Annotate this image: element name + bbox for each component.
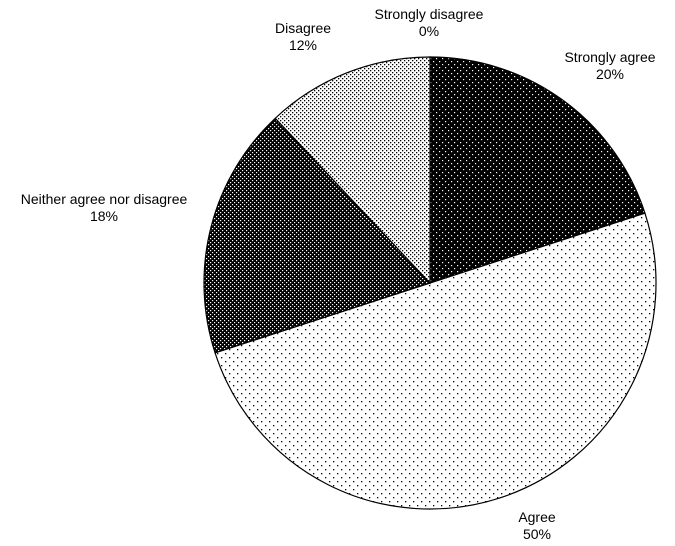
slice-label-neither-agree-nor-disagree: Neither agree nor disagree 18% bbox=[21, 191, 188, 224]
slice-percent-label: 18% bbox=[90, 208, 118, 224]
slice-category-label: Neither agree nor disagree bbox=[21, 191, 188, 207]
slice-percent-label: 0% bbox=[419, 23, 439, 39]
slice-label-strongly-disagree: Strongly disagree 0% bbox=[375, 6, 484, 39]
pie-slice-disagree bbox=[274, 56, 431, 285]
slice-percent-label: 20% bbox=[596, 66, 624, 82]
slice-percent-label: 50% bbox=[523, 526, 551, 542]
slice-category-label: Strongly agree bbox=[564, 49, 655, 65]
slice-category-label: Strongly disagree bbox=[375, 6, 484, 22]
slice-label-strongly-agree: Strongly agree 20% bbox=[564, 49, 655, 82]
slice-category-label: Agree bbox=[518, 509, 556, 525]
slice-label-agree: Agree 50% bbox=[518, 509, 556, 542]
pie-slices bbox=[203, 56, 657, 510]
slice-category-label: Disagree bbox=[275, 20, 331, 36]
slice-percent-label: 12% bbox=[289, 37, 317, 53]
slice-labels: Strongly agree 20% Agree 50% Neither agree n… bbox=[21, 6, 656, 542]
pie-slice-strongly-agree bbox=[429, 56, 646, 284]
slice-label-disagree: Disagree 12% bbox=[275, 20, 331, 53]
pie-slice-neither-agree-nor-disagree bbox=[203, 117, 432, 354]
pie-slice-agree bbox=[214, 212, 657, 510]
